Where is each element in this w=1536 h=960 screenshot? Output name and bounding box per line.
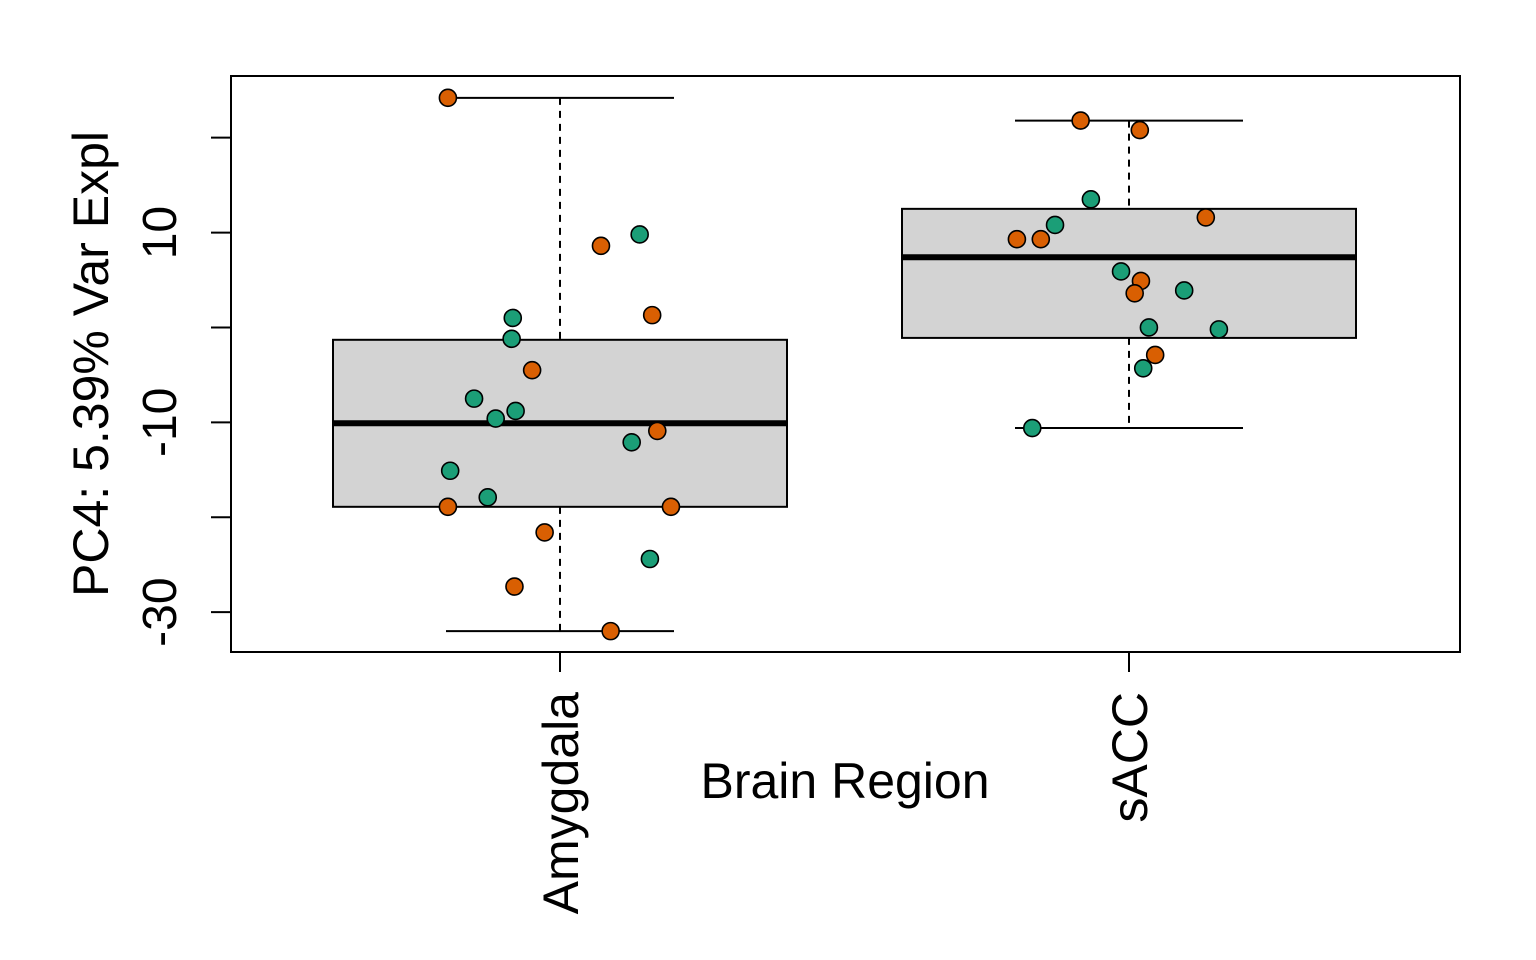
y-tick-label: -10 [134, 388, 187, 457]
data-point [1081, 190, 1101, 209]
box-amygdala [332, 96, 788, 633]
data-point [505, 577, 524, 596]
data-point [1130, 120, 1150, 140]
data-point [438, 497, 458, 517]
y-axis: -30 -10 10 [134, 136, 232, 647]
data-point [1125, 284, 1144, 303]
data-point [1133, 358, 1153, 378]
data-point [1145, 345, 1165, 365]
data-point [438, 88, 458, 108]
x-axis: Amygdala sACC [533, 651, 1158, 915]
x-tick-label: Amygdala [533, 692, 589, 915]
data-point [642, 305, 662, 325]
data-point [1111, 262, 1131, 281]
data-point [535, 523, 554, 542]
boxes-layer [332, 96, 1357, 633]
data-point [647, 421, 667, 441]
data-point [1022, 418, 1042, 438]
data-point [601, 621, 620, 641]
data-point [486, 409, 506, 428]
data-point [640, 549, 660, 569]
y-axis-title: PC4: 5.39% Var Expl [63, 131, 119, 597]
data-point [506, 401, 525, 421]
data-point [1139, 318, 1159, 337]
points-layer [438, 88, 1229, 641]
data-point [1196, 208, 1216, 227]
data-point [591, 236, 611, 256]
y-tick-label: -30 [134, 577, 187, 646]
data-point [1007, 229, 1027, 249]
data-point [1071, 111, 1090, 130]
data-point [622, 432, 641, 452]
x-axis-title: Brain Region [700, 753, 989, 809]
data-point [522, 360, 542, 380]
data-point [1209, 320, 1229, 339]
x-tick-label: sACC [1102, 692, 1158, 823]
data-point [478, 488, 498, 507]
data-point [503, 308, 523, 328]
data-point [464, 389, 484, 408]
data-point [1031, 229, 1051, 249]
data-point [661, 497, 681, 517]
data-point [1045, 215, 1065, 235]
data-point [502, 329, 521, 349]
data-point [630, 225, 649, 244]
data-point [1174, 281, 1194, 300]
y-tick-label: 10 [134, 206, 187, 259]
data-point [440, 461, 460, 481]
